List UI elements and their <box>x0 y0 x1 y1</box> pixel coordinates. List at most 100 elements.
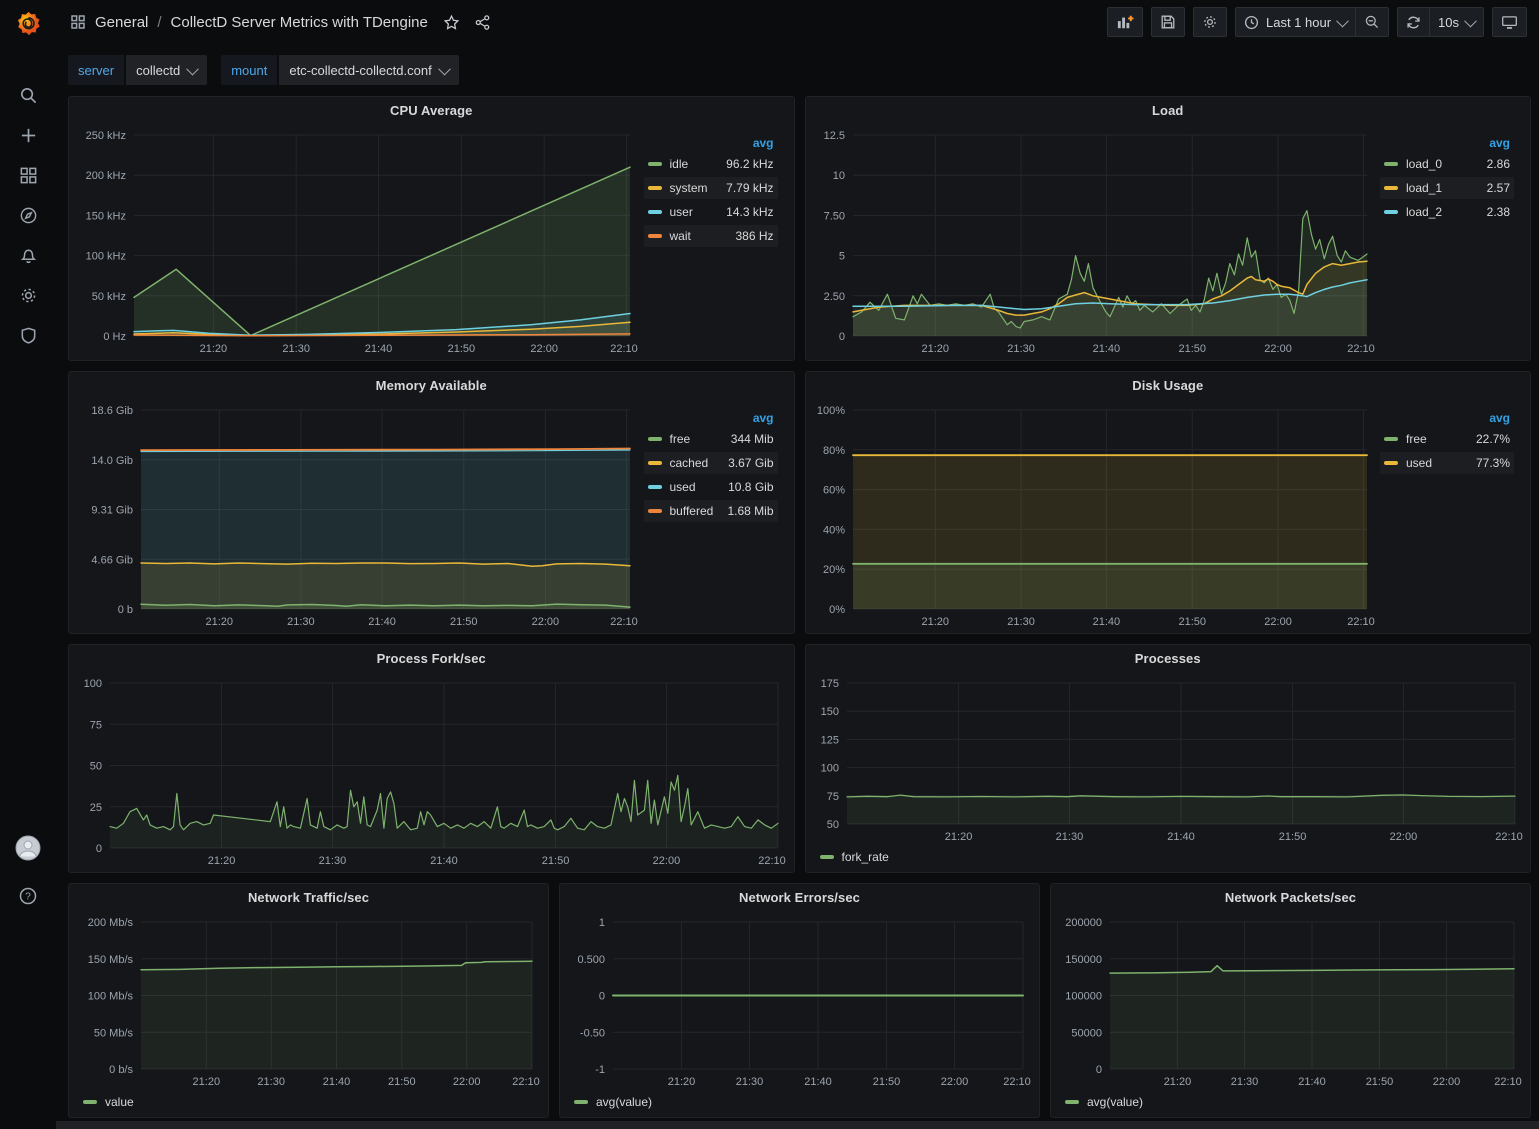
panel-header-disk-usage[interactable]: Disk Usage <box>806 372 1531 398</box>
legend-avg-header[interactable]: avg <box>1380 410 1514 428</box>
series-name[interactable]: used <box>1406 456 1432 470</box>
variable-server-value[interactable]: collectd <box>126 55 207 85</box>
apps-grid-icon[interactable] <box>70 14 86 30</box>
panel-title[interactable]: Load <box>1152 103 1183 118</box>
legend-row-used[interactable]: used77.3% <box>1380 452 1514 474</box>
refresh-interval-picker[interactable]: 10s <box>1429 7 1484 37</box>
server-admin-shield-icon[interactable] <box>8 322 48 348</box>
series-name[interactable]: used <box>670 480 696 494</box>
panel-title[interactable]: Memory Available <box>376 378 487 393</box>
series-name[interactable]: wait <box>670 229 691 243</box>
user-avatar[interactable] <box>8 835 48 861</box>
panel-header-memory-available[interactable]: Memory Available <box>69 372 794 398</box>
chart-disk-usage[interactable]: 0%20%40%60%80%100%21:2021:3021:4021:5022… <box>812 398 1377 631</box>
legend-avg-header[interactable]: avg <box>644 410 778 428</box>
series-name[interactable]: load_1 <box>1406 181 1442 195</box>
series-name[interactable]: free <box>670 432 691 446</box>
legend-row-free[interactable]: free22.7% <box>1380 428 1514 450</box>
series-name[interactable]: idle <box>670 157 689 171</box>
legend-row-buffered[interactable]: buffered1.68 Mib <box>644 500 778 522</box>
legend-item-avg(value)[interactable]: avg(value) <box>574 1095 652 1109</box>
chart-processes[interactable]: 507510012515017521:2021:3021:4021:5022:0… <box>812 671 1525 846</box>
panel-title[interactable]: CPU Average <box>390 103 473 118</box>
panel-title[interactable]: Processes <box>1135 651 1201 666</box>
search-icon[interactable] <box>8 82 48 108</box>
legend-row-cached[interactable]: cached3.67 Gib <box>644 452 778 474</box>
legend-avg-header[interactable]: avg <box>644 135 778 153</box>
variable-mount-value[interactable]: etc-collectd-collectd.conf <box>279 55 458 85</box>
add-icon[interactable] <box>8 122 48 148</box>
series-name[interactable]: avg(value) <box>596 1095 652 1109</box>
series-name[interactable]: cached <box>670 456 709 470</box>
series-name[interactable]: avg(value) <box>1087 1095 1143 1109</box>
chart-network-packets[interactable]: 05000010000015000020000021:2021:3021:402… <box>1057 910 1524 1091</box>
series-name[interactable]: value <box>105 1095 134 1109</box>
dashboard-settings-button[interactable] <box>1193 7 1227 37</box>
chart-canvas[interactable]: 0 b/s50 Mb/s100 Mb/s150 Mb/s200 Mb/s21:2… <box>75 910 542 1091</box>
add-panel-button[interactable] <box>1107 7 1143 37</box>
refresh-button[interactable] <box>1397 7 1429 37</box>
legend-row-system[interactable]: system7.79 kHz <box>644 177 778 199</box>
configuration-gear-icon[interactable] <box>8 282 48 308</box>
zoom-out-button[interactable] <box>1355 7 1389 37</box>
panel-title[interactable]: Process Fork/sec <box>377 651 486 666</box>
legend-row-free[interactable]: free344 Mib <box>644 428 778 450</box>
chart-canvas[interactable]: 025507510021:2021:3021:4021:5022:0022:10 <box>75 671 788 870</box>
panel-header-network-packets[interactable]: Network Packets/sec <box>1051 884 1530 910</box>
legend-row-wait[interactable]: wait386 Hz <box>644 225 778 247</box>
chart-canvas[interactable]: 0%20%40%60%80%100%21:2021:3021:4021:5022… <box>812 398 1377 631</box>
panel-header-network-traffic[interactable]: Network Traffic/sec <box>69 884 548 910</box>
panel-header-process-fork[interactable]: Process Fork/sec <box>69 645 794 671</box>
series-name[interactable]: fork_rate <box>842 850 889 864</box>
panel-title[interactable]: Network Traffic/sec <box>248 890 369 905</box>
chart-network-traffic[interactable]: 0 b/s50 Mb/s100 Mb/s150 Mb/s200 Mb/s21:2… <box>75 910 542 1091</box>
dashboard-title[interactable]: CollectD Server Metrics with TDengine <box>171 14 428 31</box>
series-name[interactable]: system <box>670 181 708 195</box>
legend-row-user[interactable]: user14.3 kHz <box>644 201 778 223</box>
dashboards-icon[interactable] <box>8 162 48 188</box>
chart-load[interactable]: 02.5057.501012.521:2021:3021:4021:5022:0… <box>812 123 1377 358</box>
legend-avg-header[interactable]: avg <box>1380 135 1514 153</box>
legend-item-fork_rate[interactable]: fork_rate <box>820 850 889 864</box>
panel-header-processes[interactable]: Processes <box>806 645 1531 671</box>
alerting-bell-icon[interactable] <box>8 242 48 268</box>
panel-header-load[interactable]: Load <box>806 97 1531 123</box>
horizontal-scrollbar[interactable] <box>56 1121 1539 1129</box>
series-name[interactable]: load_2 <box>1406 205 1442 219</box>
chart-cpu-average[interactable]: 0 Hz50 kHz100 kHz150 kHz200 kHz250 kHz21… <box>75 123 640 358</box>
chart-canvas[interactable]: 0 Hz50 kHz100 kHz150 kHz200 kHz250 kHz21… <box>75 123 640 358</box>
legend-row-used[interactable]: used10.8 Gib <box>644 476 778 498</box>
share-icon[interactable] <box>474 14 491 31</box>
series-name[interactable]: buffered <box>670 504 714 518</box>
chart-canvas[interactable]: -1-0.5000.500121:2021:3021:4021:5022:002… <box>566 910 1033 1091</box>
time-range-picker[interactable]: Last 1 hour <box>1235 7 1355 37</box>
help-icon[interactable]: ? <box>8 883 48 909</box>
legend-item-avg(value)[interactable]: avg(value) <box>1065 1095 1143 1109</box>
series-name[interactable]: free <box>1406 432 1427 446</box>
explore-compass-icon[interactable] <box>8 202 48 228</box>
chart-process-fork[interactable]: 025507510021:2021:3021:4021:5022:0022:10 <box>75 671 788 870</box>
cycle-view-mode-button[interactable] <box>1492 7 1527 37</box>
panel-title[interactable]: Network Errors/sec <box>739 890 860 905</box>
legend-item-value[interactable]: value <box>83 1095 134 1109</box>
panel-header-network-errors[interactable]: Network Errors/sec <box>560 884 1039 910</box>
chart-canvas[interactable]: 0 b4.66 Gib9.31 Gib14.0 Gib18.6 Gib21:20… <box>75 398 640 631</box>
chart-canvas[interactable]: 507510012515017521:2021:3021:4021:5022:0… <box>812 671 1525 846</box>
star-icon[interactable] <box>443 14 460 31</box>
legend-row-idle[interactable]: idle96.2 kHz <box>644 153 778 175</box>
legend-row-load_2[interactable]: load_22.38 <box>1380 201 1514 223</box>
grafana-logo[interactable] <box>0 0 56 46</box>
legend-row-load_1[interactable]: load_12.57 <box>1380 177 1514 199</box>
panel-title[interactable]: Disk Usage <box>1132 378 1203 393</box>
panel-header-cpu-average[interactable]: CPU Average <box>69 97 794 123</box>
legend-row-load_0[interactable]: load_02.86 <box>1380 153 1514 175</box>
chart-canvas[interactable]: 05000010000015000020000021:2021:3021:402… <box>1057 910 1524 1091</box>
breadcrumb-folder[interactable]: General <box>95 14 148 31</box>
chart-memory-available[interactable]: 0 b4.66 Gib9.31 Gib14.0 Gib18.6 Gib21:20… <box>75 398 640 631</box>
chart-network-errors[interactable]: -1-0.5000.500121:2021:3021:4021:5022:002… <box>566 910 1033 1091</box>
series-name[interactable]: load_0 <box>1406 157 1442 171</box>
save-dashboard-button[interactable] <box>1151 7 1185 37</box>
chart-canvas[interactable]: 02.5057.501012.521:2021:3021:4021:5022:0… <box>812 123 1377 358</box>
series-name[interactable]: user <box>670 205 693 219</box>
panel-title[interactable]: Network Packets/sec <box>1225 890 1356 905</box>
